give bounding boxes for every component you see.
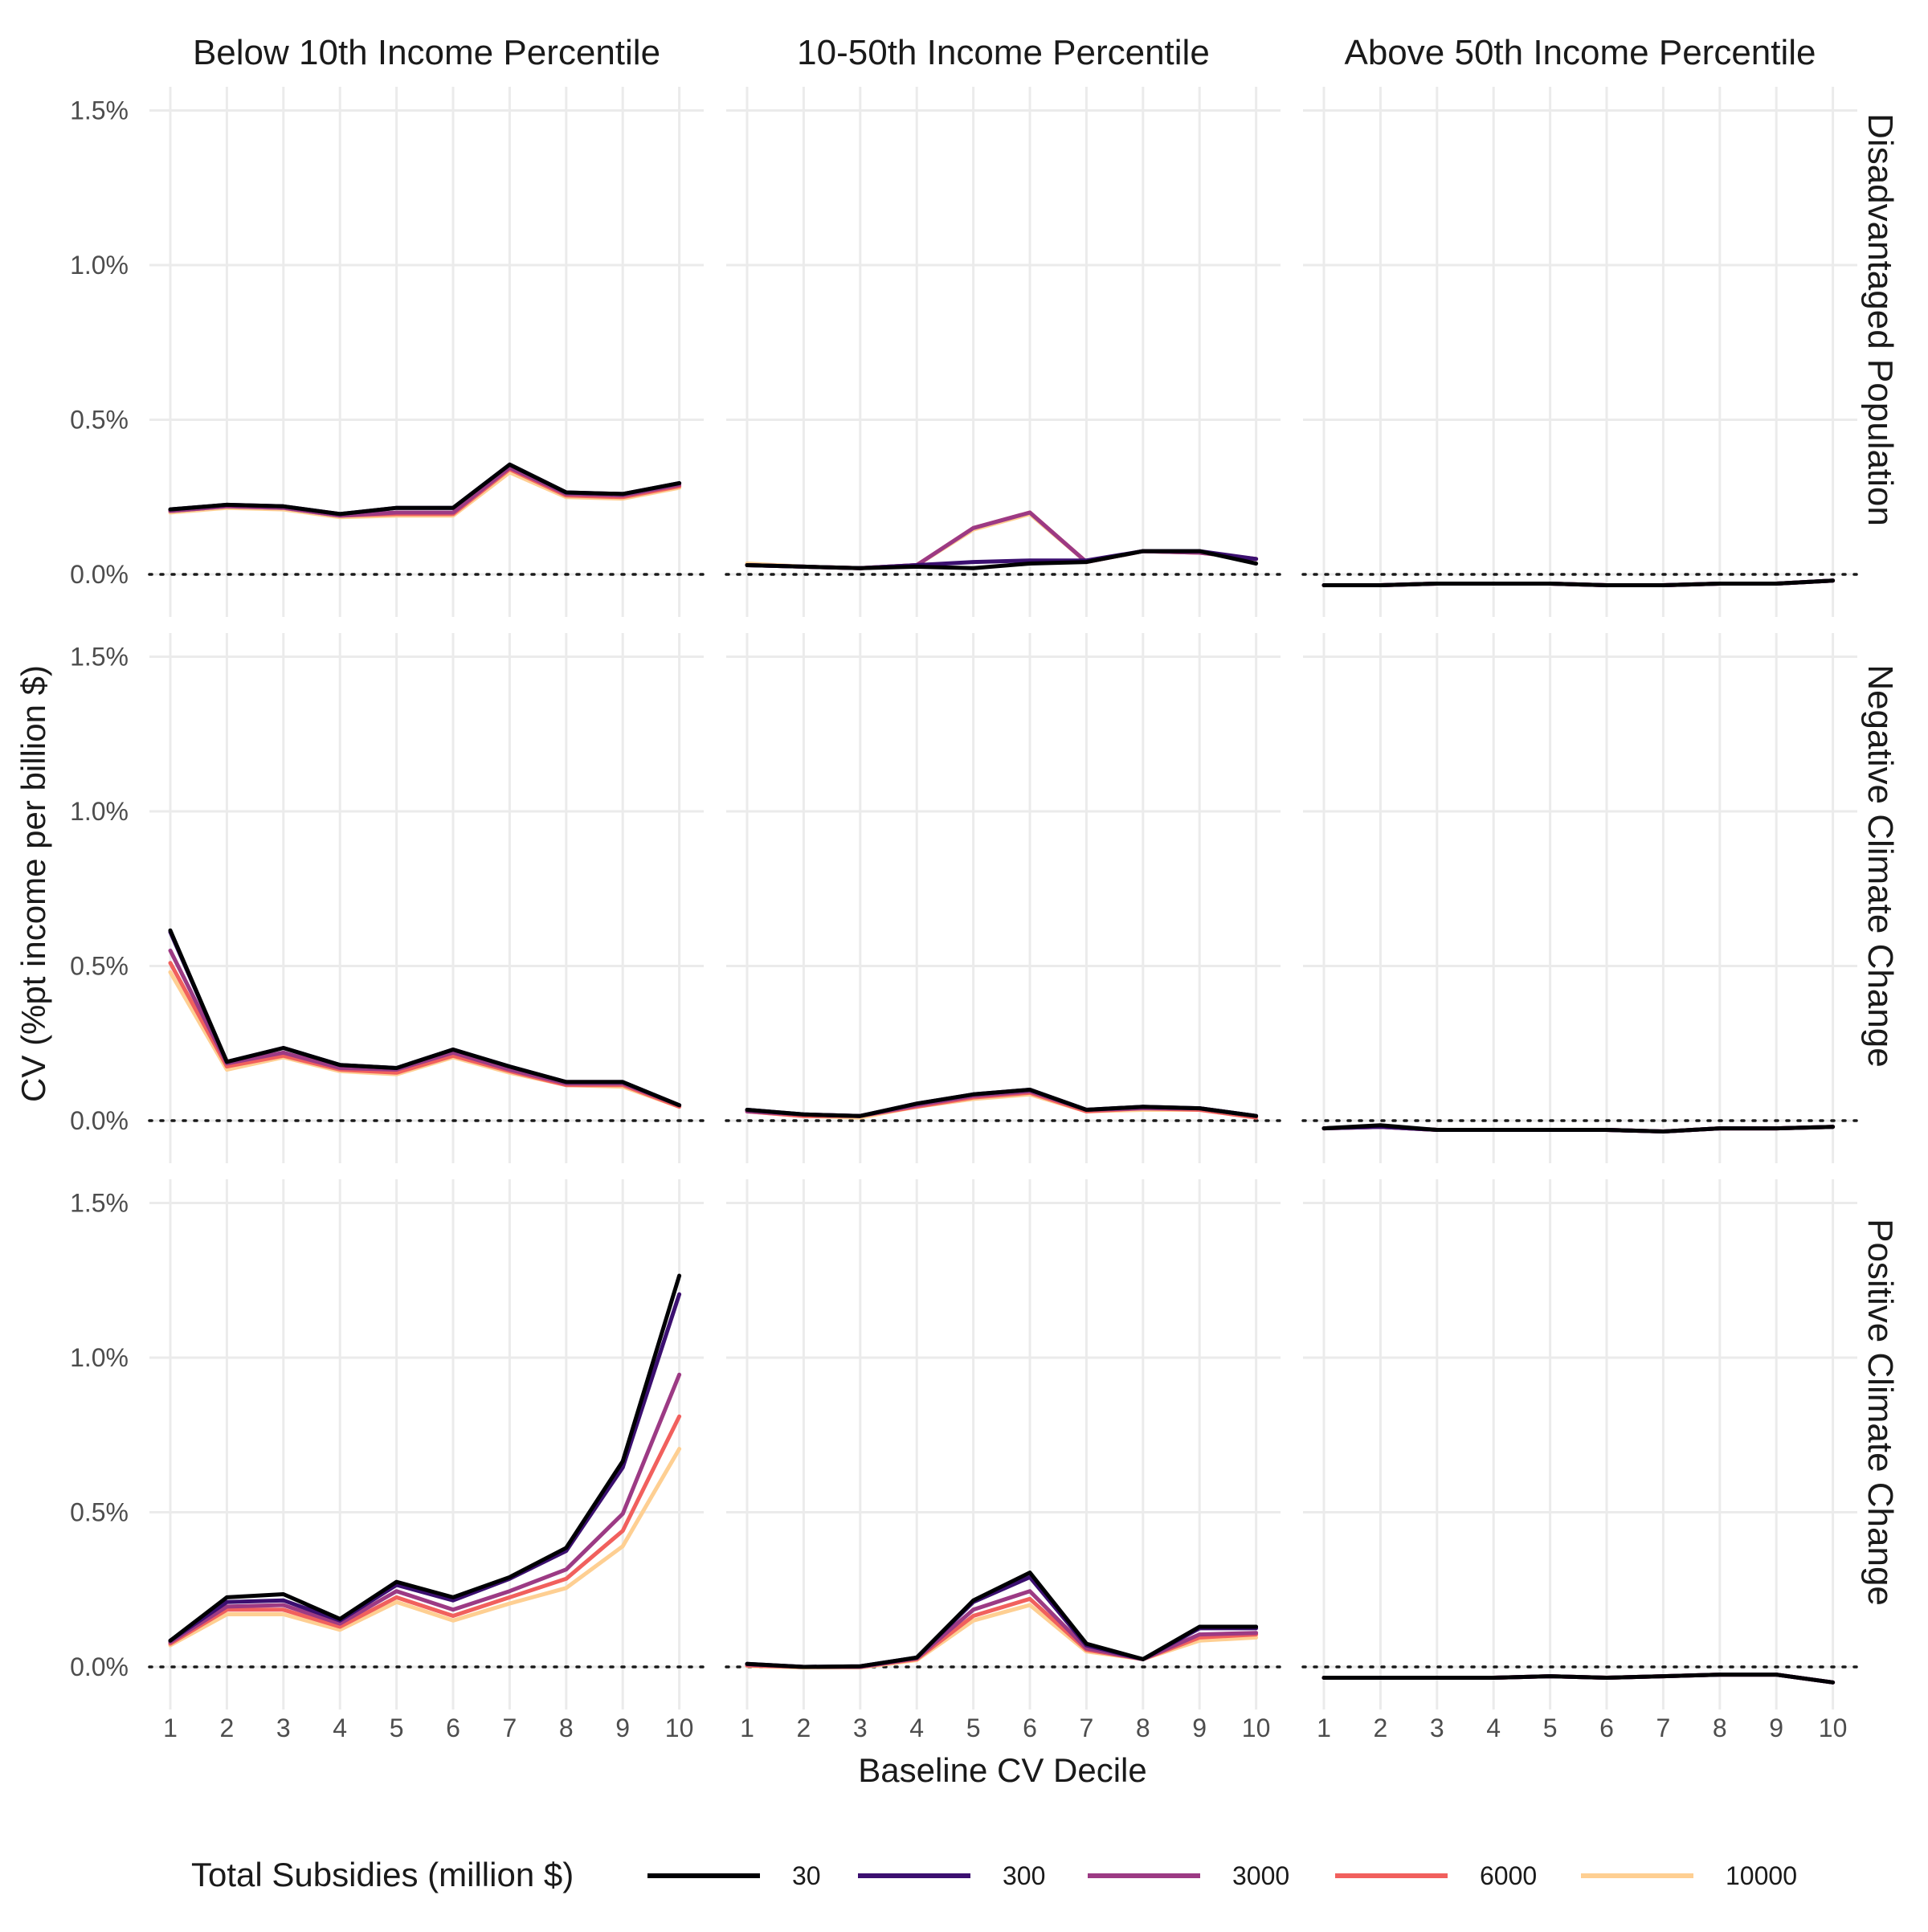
series-line-6000 (745, 1596, 1259, 1669)
y-tick-label: 1.5% (70, 643, 129, 672)
x-tick-label: 5 (1543, 1713, 1558, 1742)
series-line-3000 (745, 1089, 1259, 1118)
y-tick-label: 0.5% (70, 1498, 129, 1527)
y-tick-label: 0.0% (70, 1106, 129, 1135)
series-line-10000 (168, 1447, 682, 1648)
x-tick-label: 6 (446, 1713, 460, 1742)
column-facet-title: 10-50th Income Percentile (797, 33, 1210, 72)
y-tick-label: 0.5% (70, 406, 129, 435)
y-tick-label: 1.5% (70, 1189, 129, 1218)
y-tick-label: 1.5% (70, 96, 129, 125)
x-tick-label: 4 (1486, 1713, 1501, 1742)
x-tick-label: 5 (966, 1713, 981, 1742)
legend-label-10000: 10000 (1726, 1861, 1797, 1890)
y-tick-label: 1.0% (70, 797, 129, 826)
series-line-30 (745, 1088, 1259, 1118)
x-tick-label: 1 (1317, 1713, 1331, 1742)
series-line-30 (1321, 1123, 1836, 1133)
gridlines (148, 87, 1859, 1709)
legend-label-3000: 3000 (1232, 1861, 1289, 1890)
series-line-30 (745, 549, 1259, 570)
series-line-30 (168, 928, 682, 1108)
row-facet-title: Positive Climate Change (1861, 1219, 1900, 1606)
series-line-300 (745, 1575, 1259, 1669)
series-line-6000 (168, 1414, 682, 1646)
x-tick-label: 7 (1080, 1713, 1094, 1742)
x-tick-label: 2 (220, 1713, 235, 1742)
series-line-30 (745, 1571, 1259, 1669)
chart-labels: Baseline CV Decile CV (%pt income per bi… (14, 33, 1900, 1893)
data-lines (168, 462, 1836, 1685)
x-tick-label: 1 (740, 1713, 754, 1742)
x-tick-label: 5 (390, 1713, 404, 1742)
x-tick-label: 9 (615, 1713, 630, 1742)
x-axis-title: Baseline CV Decile (858, 1751, 1147, 1789)
x-tick-label: 7 (503, 1713, 517, 1742)
x-tick-label: 1 (163, 1713, 178, 1742)
y-axis-title: CV (%pt income per billion $) (14, 665, 52, 1102)
x-tick-label: 6 (1599, 1713, 1614, 1742)
x-tick-label: 4 (909, 1713, 924, 1742)
x-tick-label: 9 (1192, 1713, 1207, 1742)
series-line-300 (168, 1292, 682, 1643)
y-tick-label: 0.5% (70, 952, 129, 981)
x-tick-label: 10 (1242, 1713, 1271, 1742)
series-line-30 (1321, 578, 1836, 587)
column-facet-title: Below 10th Income Percentile (193, 33, 660, 72)
legend: 30 300 3000 6000 10000 (647, 1861, 1797, 1890)
x-tick-label: 3 (1430, 1713, 1444, 1742)
series-line-3000 (168, 1372, 682, 1644)
series-line-30 (1321, 1673, 1836, 1685)
y-tick-label: 1.0% (70, 1343, 129, 1372)
x-tick-label: 8 (1713, 1713, 1727, 1742)
x-tick-label: 7 (1656, 1713, 1671, 1742)
legend-label-6000: 6000 (1480, 1861, 1537, 1890)
x-tick-label: 6 (1023, 1713, 1037, 1742)
x-tick-label: 8 (559, 1713, 574, 1742)
x-tick-label: 4 (333, 1713, 347, 1742)
row-facet-title: Disadvantaged Population (1861, 113, 1900, 526)
x-tick-label: 2 (797, 1713, 811, 1742)
row-facet-title: Negative Climate Change (1861, 664, 1900, 1067)
x-tick-label: 10 (1819, 1713, 1848, 1742)
series-line-30 (168, 462, 682, 517)
x-tick-label: 3 (853, 1713, 868, 1742)
y-tick-label: 0.0% (70, 560, 129, 589)
x-tick-label: 10 (665, 1713, 694, 1742)
legend-label-300: 300 (1003, 1861, 1045, 1890)
legend-title: Total Subsidies (million $) (191, 1856, 574, 1893)
x-tick-label: 2 (1374, 1713, 1388, 1742)
series-line-3000 (745, 1589, 1259, 1669)
y-tick-label: 0.0% (70, 1652, 129, 1681)
x-tick-label: 9 (1769, 1713, 1783, 1742)
y-tick-label: 1.0% (70, 251, 129, 280)
legend-label-30: 30 (792, 1861, 821, 1890)
series-line-300 (168, 929, 682, 1108)
x-tick-label: 8 (1136, 1713, 1150, 1742)
column-facet-title: Above 50th Income Percentile (1344, 33, 1816, 72)
series-line-30 (168, 1273, 682, 1643)
x-tick-label: 3 (276, 1713, 291, 1742)
